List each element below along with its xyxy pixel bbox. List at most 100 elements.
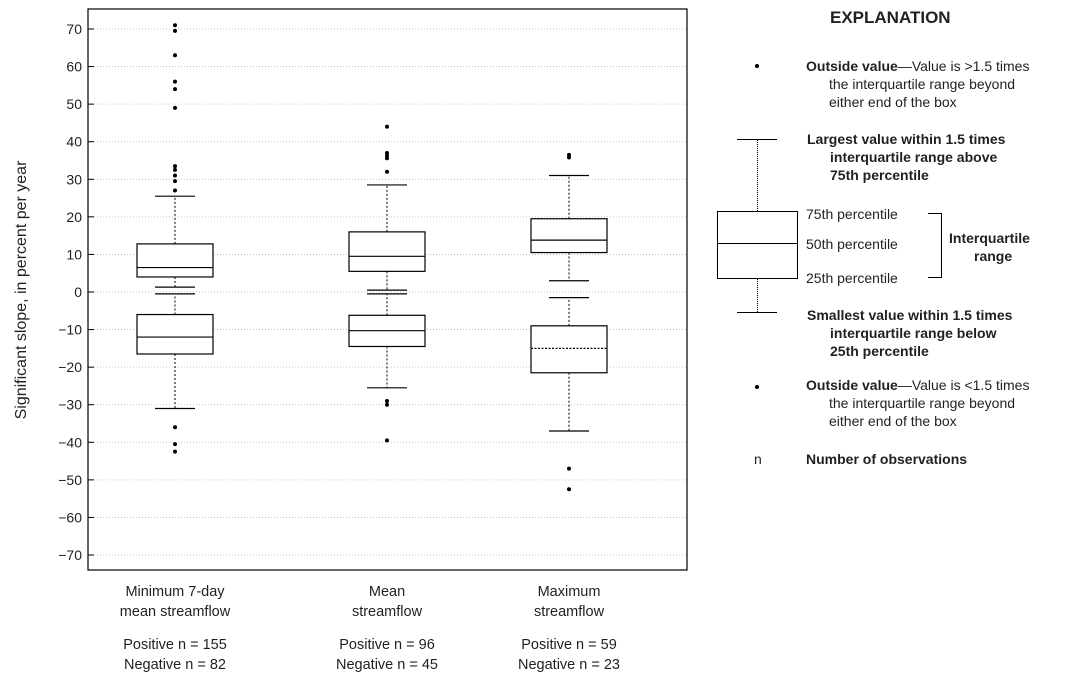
outside-low-line1: Outside value—Value is <1.5 times [806, 376, 1029, 394]
y-tick-label: −50 [58, 472, 82, 488]
sample-size-label: Negative n = 23 [518, 657, 620, 673]
outlier-point [173, 442, 177, 447]
outlier-point [173, 167, 177, 172]
y-tick-label: 30 [66, 171, 82, 187]
outside-value-high-marker [755, 64, 759, 68]
outlier-point [173, 179, 177, 184]
outside-high-rest: —Value is >1.5 times [897, 58, 1030, 74]
legend-upper-whisker [757, 140, 758, 211]
legend-lower-whisker [757, 279, 758, 312]
outlier-point [173, 164, 177, 169]
outside-low-rest: —Value is <1.5 times [897, 377, 1030, 393]
n-description: Number of observations [806, 451, 968, 467]
outside-low-line2: the interquartile range beyond [829, 395, 1016, 411]
y-tick-label: 50 [66, 96, 82, 112]
legend-lower-cap [737, 312, 777, 313]
smallest-line1: Smallest value within 1.5 times [807, 307, 1013, 323]
smallest-line2: interquartile range below [830, 325, 997, 341]
p75-label: 75th percentile [806, 206, 898, 222]
outlier-point [173, 53, 177, 58]
y-tick-label: 40 [66, 134, 82, 150]
p50-label: 50th percentile [806, 236, 898, 252]
y-tick-label: 10 [66, 246, 82, 262]
outlier-point [385, 124, 389, 129]
y-tick-label: −70 [58, 547, 82, 563]
category-label: Maximum [538, 584, 601, 600]
outlier-point [385, 169, 389, 174]
category-label: Mean [369, 584, 405, 600]
y-tick-label: 70 [66, 21, 82, 37]
category-label: streamflow [352, 604, 423, 620]
box-group [348, 124, 426, 291]
category-labels: Minimum 7-day mean streamflow Positive n =… [120, 584, 620, 673]
outlier-point [567, 155, 571, 160]
sample-size-label: Positive n = 59 [521, 637, 617, 653]
iqr-bracket-vertical [941, 213, 942, 277]
outside-high-line2: the interquartile range beyond [829, 76, 1016, 92]
smallest-line3: 25th percentile [830, 343, 929, 359]
iqr-box [136, 313, 214, 355]
y-tick-label: 0 [74, 284, 82, 300]
sample-size-label: Negative n = 82 [124, 657, 226, 673]
gridlines [88, 28, 687, 556]
largest-line3: 75th percentile [830, 167, 929, 183]
y-tick-label: −40 [58, 434, 82, 450]
box-group [136, 293, 214, 454]
largest-line1: Largest value within 1.5 times [807, 131, 1006, 147]
outlier-point [173, 23, 177, 28]
outlier-point [173, 425, 177, 430]
outlier-point [173, 188, 177, 193]
legend: EXPLANATION Outside value—Value is >1.5 … [700, 0, 1068, 480]
y-tick-label: 20 [66, 209, 82, 225]
box-group [348, 293, 426, 443]
iqr-bracket-bottom [928, 277, 942, 278]
box-plots [136, 23, 608, 492]
outlier-point [567, 466, 571, 471]
plot-frame [87, 8, 688, 571]
outlier-point [173, 173, 177, 178]
outside-high-bold: Outside value [806, 58, 898, 74]
outside-low-bold: Outside value [806, 377, 898, 393]
outlier-point [567, 487, 571, 492]
iqr-box [348, 231, 426, 272]
iqr-box [530, 325, 608, 374]
outlier-point [385, 438, 389, 443]
box-group [530, 297, 608, 492]
iqr-box [530, 218, 608, 254]
iqr-label-line1: Interquartile [949, 230, 1030, 246]
outlier-point [173, 28, 177, 33]
outlier-point [173, 449, 177, 454]
p25-label: 25th percentile [806, 270, 898, 286]
category-label: Minimum 7-day [125, 584, 225, 600]
outside-value-low-marker [755, 385, 759, 389]
largest-line2: interquartile range above [830, 149, 998, 165]
outside-low-line3: either end of the box [829, 413, 957, 429]
sample-size-label: Negative n = 45 [336, 657, 438, 673]
outlier-point [173, 105, 177, 110]
sample-size-label: Positive n = 96 [339, 637, 435, 653]
iqr-label-line2: range [974, 248, 1013, 264]
outlier-point [173, 79, 177, 84]
y-axis-ticks: 70 60 50 40 30 20 10 0 −10 −20 −30 −40 −50 −60 −70 [58, 21, 94, 563]
y-tick-label: −60 [58, 509, 82, 525]
y-tick-label: −10 [58, 322, 82, 338]
iqr-bracket-top [928, 213, 942, 214]
y-tick-label: −30 [58, 397, 82, 413]
outlier-point [173, 87, 177, 92]
y-tick-label: 60 [66, 59, 82, 75]
legend-upper-cap [737, 139, 777, 140]
outlier-point [385, 402, 389, 407]
outlier-point [385, 398, 389, 403]
category-label: streamflow [534, 604, 605, 620]
category-label: mean streamflow [120, 604, 231, 620]
legend-title: EXPLANATION [830, 8, 951, 27]
y-axis-label: Significant slope, in percent per year [13, 160, 30, 419]
iqr-box [136, 243, 214, 278]
outside-high-line1: Outside value—Value is >1.5 times [806, 57, 1029, 75]
outlier-point [385, 156, 389, 161]
outside-high-line3: either end of the box [829, 94, 957, 110]
box-group [530, 152, 608, 282]
y-tick-label: −20 [58, 359, 82, 375]
legend-median-line [718, 243, 797, 244]
